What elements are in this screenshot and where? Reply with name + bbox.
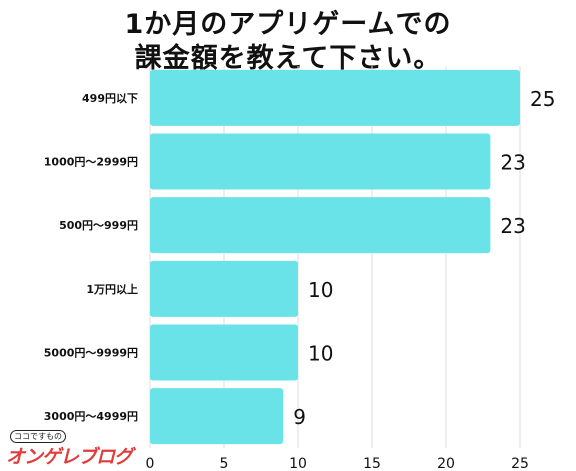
category-label-2: 500円〜999円: [59, 219, 138, 232]
value-label-1: 23: [500, 151, 525, 175]
x-tick-label-4: 20: [437, 456, 455, 471]
chart-title-line-1: 1か月のアプリゲームでの: [124, 9, 452, 40]
chart-title-line-2: 課金額を教えて下さい。: [134, 43, 442, 74]
category-label-3: 1万円以上: [86, 282, 138, 296]
x-tick-label-5: 25: [511, 456, 529, 471]
bar-0: [150, 69, 520, 126]
value-label-5: 9: [293, 405, 306, 429]
category-label-4: 5000円〜9999円: [44, 347, 138, 360]
value-label-2: 23: [500, 214, 525, 238]
bar-3: [150, 260, 298, 317]
x-tick-label-2: 10: [289, 456, 307, 471]
category-label-1: 1000円〜2999円: [44, 156, 138, 169]
value-label-4: 10: [308, 342, 333, 366]
logo-text: オンゲレブログ: [6, 446, 133, 468]
bar-5: [150, 388, 284, 445]
site-logo: ココですもの オンゲレブログ: [4, 430, 134, 470]
bar-2: [150, 197, 491, 254]
category-label-0: 499円以下: [82, 92, 138, 105]
category-label-5: 3000円〜4999円: [44, 410, 138, 423]
x-tick-label-3: 15: [363, 456, 381, 471]
value-label-0: 25: [530, 87, 555, 111]
x-tick-label-0: 0: [146, 456, 155, 471]
value-label-3: 10: [308, 278, 333, 302]
bar-1: [150, 133, 491, 190]
logo-tagline: ココですもの: [10, 430, 66, 443]
bar-4: [150, 324, 298, 381]
x-tick-label-1: 5: [220, 456, 229, 471]
